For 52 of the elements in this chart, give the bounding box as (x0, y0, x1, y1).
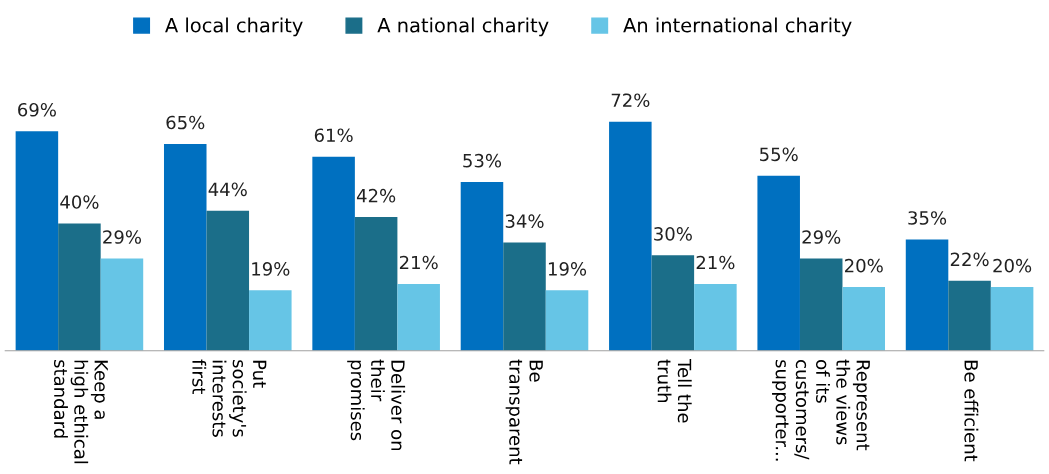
data-label: 19% (252, 262, 290, 276)
data-label: 29% (802, 230, 841, 244)
data-label: 21% (696, 255, 735, 270)
bar (990, 287, 1034, 351)
x-tick-label: Be efficient (964, 360, 979, 462)
data-label: 29% (103, 230, 142, 244)
x-tick-label: Be transparent (505, 359, 543, 465)
legend-label: An international charity (623, 17, 852, 37)
bar (503, 242, 546, 351)
data-label: 20% (993, 258, 1032, 273)
data-label: 53% (463, 153, 502, 168)
bar (100, 258, 144, 351)
x-tick-label: Keep a high ethical standard (53, 360, 108, 464)
bar (163, 143, 207, 351)
bar (545, 290, 589, 351)
data-label: 61% (314, 128, 353, 143)
bar (354, 217, 398, 351)
data-label: 65% (166, 115, 205, 130)
bar (58, 223, 101, 351)
x-tick-label: Tell the truth (657, 359, 692, 423)
bar (757, 175, 800, 351)
bar (905, 239, 949, 351)
data-label: 72% (611, 93, 650, 108)
x-tick-label: Deliver on their promises (347, 359, 406, 451)
data-label: 44% (208, 182, 247, 197)
bar (651, 255, 695, 351)
bar (948, 280, 991, 351)
data-label: 21% (399, 255, 438, 270)
data-label: 35% (908, 211, 947, 225)
data-label: 20% (845, 258, 883, 273)
data-label: 22% (950, 252, 989, 267)
data-label: 19% (548, 262, 587, 276)
data-label: 30% (654, 227, 692, 241)
bar (312, 156, 355, 351)
bar (249, 290, 292, 351)
bar (206, 210, 250, 351)
legend-label: A local charity (165, 17, 303, 37)
bar (460, 182, 504, 351)
bar (397, 283, 440, 351)
bar (15, 131, 59, 351)
legend-label: A national charity (377, 17, 549, 37)
data-label: 55% (760, 147, 798, 162)
data-label: 34% (505, 214, 544, 228)
data-label: 42% (356, 188, 396, 203)
bar (694, 283, 737, 351)
x-tick-label: Put society's interests first (192, 359, 267, 437)
bar (609, 121, 652, 351)
bar (799, 258, 843, 351)
data-label: 40% (60, 195, 99, 209)
data-label: 69% (18, 102, 56, 117)
bar (842, 287, 886, 351)
x-tick-label: Represent the views of its customers/ supporter... (772, 359, 870, 461)
